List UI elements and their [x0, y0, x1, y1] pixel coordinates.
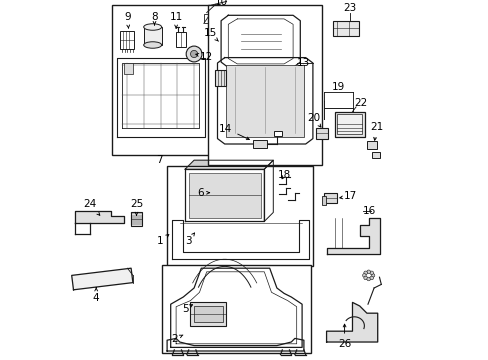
Bar	[215, 70, 226, 86]
Text: 9: 9	[124, 12, 131, 28]
Text: 14: 14	[219, 123, 249, 140]
Polygon shape	[170, 268, 302, 347]
Polygon shape	[185, 160, 273, 169]
Text: 16: 16	[363, 206, 376, 216]
Text: 25: 25	[130, 199, 143, 215]
Polygon shape	[72, 268, 133, 290]
Text: 11: 11	[169, 12, 183, 28]
Ellipse shape	[143, 42, 162, 48]
Text: 23: 23	[343, 3, 356, 13]
Bar	[226, 65, 303, 137]
Circle shape	[363, 276, 366, 280]
Text: 4: 4	[93, 288, 99, 303]
Circle shape	[370, 274, 374, 277]
Bar	[188, 173, 260, 218]
Polygon shape	[326, 302, 377, 342]
Text: 1: 1	[156, 235, 168, 246]
Bar	[112, 5, 211, 155]
Bar	[253, 140, 266, 148]
Text: 21: 21	[369, 122, 383, 140]
Circle shape	[366, 270, 370, 274]
Bar	[167, 166, 312, 266]
Polygon shape	[264, 160, 273, 221]
Ellipse shape	[143, 24, 162, 30]
Circle shape	[366, 277, 370, 281]
Text: 12: 12	[195, 52, 213, 62]
Polygon shape	[122, 63, 199, 128]
Bar	[123, 63, 133, 74]
Text: 15: 15	[203, 28, 218, 41]
Bar	[162, 265, 310, 353]
Text: 6: 6	[197, 188, 209, 198]
Text: 20: 20	[306, 113, 320, 127]
Bar	[332, 21, 358, 36]
Text: 24: 24	[83, 199, 100, 215]
Text: 26: 26	[337, 324, 350, 349]
Text: 19: 19	[331, 82, 345, 92]
Polygon shape	[326, 218, 379, 254]
Bar	[131, 212, 142, 226]
Polygon shape	[172, 220, 309, 259]
Bar	[371, 152, 380, 158]
Bar	[176, 32, 186, 47]
Bar	[274, 131, 282, 136]
Bar	[190, 302, 226, 326]
Bar	[120, 31, 134, 49]
Circle shape	[186, 46, 202, 62]
Circle shape	[190, 50, 197, 58]
Text: 10: 10	[214, 0, 227, 7]
Bar	[194, 306, 223, 322]
Circle shape	[363, 271, 366, 275]
Polygon shape	[117, 58, 204, 137]
Bar	[203, 14, 210, 23]
Bar	[316, 128, 327, 139]
Circle shape	[362, 274, 366, 277]
Bar	[366, 141, 376, 149]
Bar	[334, 112, 365, 137]
Circle shape	[369, 276, 373, 280]
Polygon shape	[75, 211, 123, 223]
Polygon shape	[228, 19, 292, 64]
Text: 5: 5	[182, 304, 192, 314]
Bar	[321, 196, 325, 205]
Bar	[143, 27, 162, 45]
Text: 3: 3	[184, 233, 194, 246]
Text: 22: 22	[353, 98, 366, 108]
Text: 13: 13	[297, 58, 310, 68]
Bar	[323, 193, 337, 203]
Polygon shape	[167, 338, 303, 351]
Polygon shape	[217, 58, 312, 144]
Polygon shape	[221, 15, 300, 68]
Text: 2: 2	[171, 334, 183, 344]
Circle shape	[369, 271, 373, 275]
Polygon shape	[185, 169, 264, 221]
Bar	[208, 5, 322, 165]
Text: 18: 18	[278, 170, 291, 180]
Text: 8: 8	[151, 12, 158, 25]
Polygon shape	[176, 272, 296, 344]
Bar	[337, 114, 361, 134]
Text: 17: 17	[339, 191, 357, 201]
Text: 7: 7	[156, 155, 163, 165]
